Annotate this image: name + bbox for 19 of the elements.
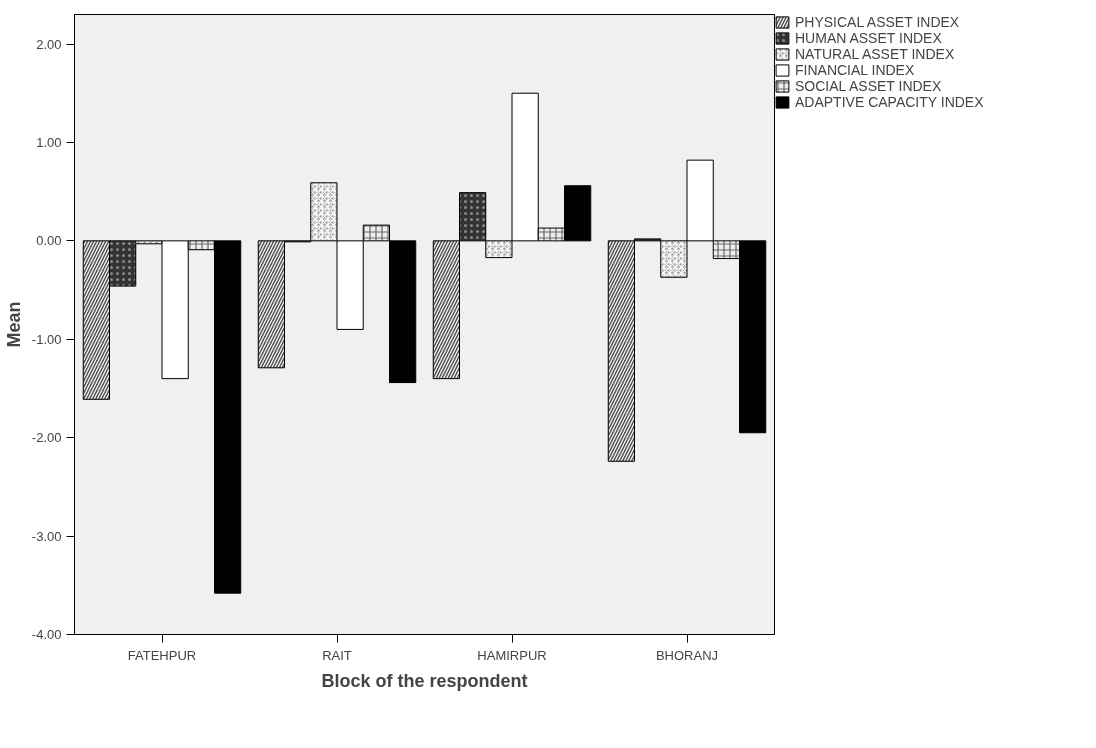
y-tick-label: 1.00	[36, 134, 62, 150]
x-axis-title: Block of the respondent	[321, 670, 528, 691]
x-tick-label: FATEHPUR	[127, 647, 197, 663]
x-tick-label: BHORANJ	[655, 647, 719, 663]
y-tick-label: 2.00	[36, 36, 62, 52]
y-tick-label: -1.00	[31, 331, 62, 347]
legend-label: FINANCIAL INDEX	[795, 62, 915, 78]
x-tick-label: HAMIRPUR	[477, 647, 547, 663]
y-tick-label: -4.00	[31, 627, 62, 642]
legend-label: PHYSICAL ASSET INDEX	[795, 14, 960, 30]
legend-label: SOCIAL ASSET INDEX	[795, 78, 942, 94]
y-tick-label: -2.00	[31, 430, 62, 446]
x-tick-label: RAIT	[322, 647, 352, 663]
legend-label: ADAPTIVE CAPACITY INDEX	[795, 94, 984, 110]
y-tick-label: -3.00	[31, 528, 62, 544]
legend-label: HUMAN ASSET INDEX	[795, 30, 942, 46]
y-axis-title: Mean	[3, 301, 24, 348]
legend-label: NATURAL ASSET INDEX	[795, 46, 955, 62]
y-tick-label: 0.00	[36, 233, 62, 249]
